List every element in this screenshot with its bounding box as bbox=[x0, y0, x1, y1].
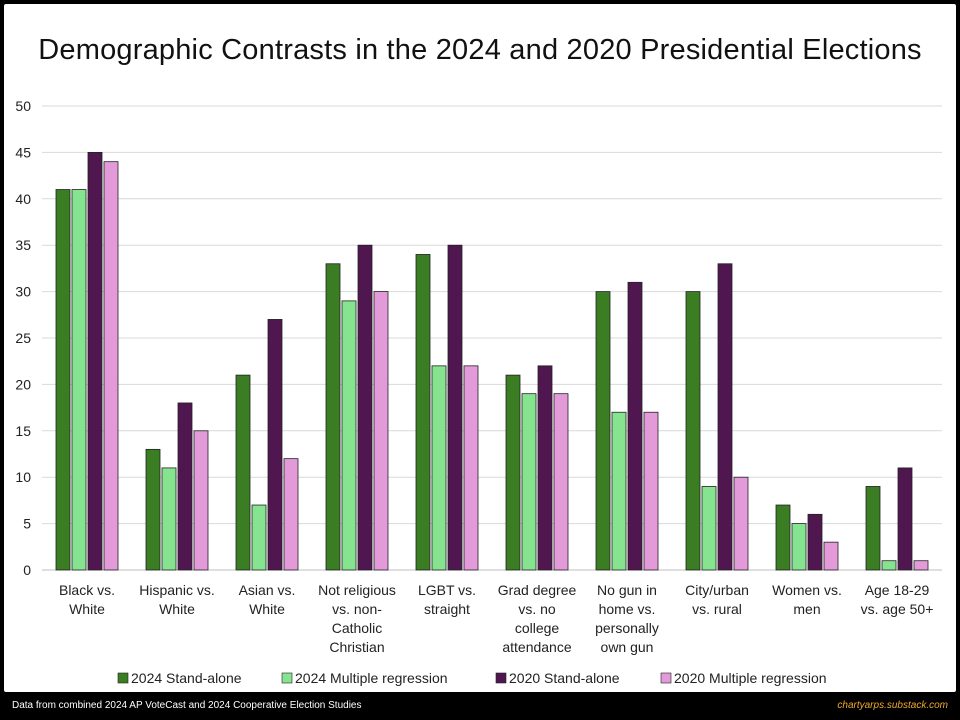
bar bbox=[103, 161, 119, 571]
x-tick-label: Women vs. bbox=[772, 582, 842, 598]
x-tick-label: Catholic bbox=[332, 620, 383, 636]
x-tick-label: attendance bbox=[502, 639, 571, 655]
bar bbox=[87, 151, 103, 571]
bar bbox=[881, 560, 897, 571]
x-tick-label: Asian vs. bbox=[239, 582, 296, 598]
bar bbox=[865, 486, 881, 571]
x-tick-label: City/urban bbox=[685, 582, 749, 598]
bar bbox=[823, 541, 839, 571]
bar-chart: 0 5 10 15 20 25 30 35 40 45 50 Black vs. White Hispan… bbox=[15, 98, 942, 686]
x-tick-label: vs. age 50+ bbox=[861, 601, 934, 617]
chart-title: Demographic Contrasts in the 2024 and 20… bbox=[38, 34, 922, 66]
bar bbox=[251, 504, 267, 571]
legend-label: 2024 Stand-alone bbox=[131, 670, 242, 686]
y-tick-label: 10 bbox=[15, 469, 31, 485]
x-tick-label: men bbox=[793, 601, 820, 617]
bar bbox=[717, 263, 733, 571]
bar bbox=[897, 467, 913, 571]
legend-swatch bbox=[117, 672, 129, 684]
x-tick-label: Grad degree bbox=[498, 582, 577, 598]
y-tick-label: 40 bbox=[15, 191, 31, 207]
bar bbox=[447, 244, 463, 571]
bar bbox=[913, 560, 929, 571]
bar bbox=[193, 430, 209, 571]
bar bbox=[807, 513, 823, 571]
bar bbox=[55, 189, 71, 571]
y-tick-label: 25 bbox=[15, 330, 31, 346]
bar bbox=[463, 365, 479, 571]
x-tick-label: Age 18-29 bbox=[865, 582, 930, 598]
y-tick-label: 20 bbox=[15, 376, 31, 392]
x-tick-label: vs. rural bbox=[692, 601, 742, 617]
chart-frame bbox=[4, 4, 956, 692]
y-tick-label: 5 bbox=[23, 516, 31, 532]
bar bbox=[595, 291, 611, 571]
bar bbox=[373, 291, 389, 571]
bar bbox=[415, 254, 431, 571]
y-tick-label: 0 bbox=[23, 562, 31, 578]
bar bbox=[177, 402, 193, 571]
bar bbox=[537, 365, 553, 571]
bar bbox=[627, 281, 643, 571]
source-note: Data from combined 2024 AP VoteCast and … bbox=[12, 700, 362, 711]
y-tick-label: 15 bbox=[15, 423, 31, 439]
x-tick-label: Black vs. bbox=[59, 582, 115, 598]
bar bbox=[733, 476, 749, 571]
bar bbox=[71, 189, 87, 571]
bar bbox=[341, 300, 357, 571]
x-tick-label: vs. no bbox=[518, 601, 556, 617]
legend-label: 2020 Multiple regression bbox=[674, 670, 827, 686]
legend-label: 2020 Stand-alone bbox=[509, 670, 620, 686]
bar bbox=[685, 291, 701, 571]
credit-link[interactable]: chartyarps.substack.com bbox=[837, 700, 948, 711]
x-tick-label: White bbox=[249, 601, 285, 617]
bar bbox=[643, 411, 659, 571]
legend-swatch bbox=[660, 672, 672, 684]
y-tick-label: 35 bbox=[15, 237, 31, 253]
x-tick-label: home vs. bbox=[599, 601, 656, 617]
bar bbox=[145, 448, 161, 571]
legend-swatch bbox=[281, 672, 293, 684]
x-tick-label: White bbox=[159, 601, 195, 617]
bar bbox=[431, 365, 447, 571]
x-tick-label: Christian bbox=[329, 639, 384, 655]
bar bbox=[267, 319, 283, 571]
x-tick-label: White bbox=[69, 601, 105, 617]
bar bbox=[521, 393, 537, 571]
x-tick-label: own gun bbox=[601, 639, 654, 655]
bar bbox=[325, 263, 341, 571]
bar bbox=[791, 523, 807, 571]
x-tick-label: straight bbox=[424, 601, 470, 617]
y-tick-label: 50 bbox=[15, 98, 31, 114]
bar bbox=[553, 393, 569, 571]
bar bbox=[283, 458, 299, 571]
x-tick-label: Hispanic vs. bbox=[139, 582, 214, 598]
y-tick-label: 30 bbox=[15, 284, 31, 300]
legend-label: 2024 Multiple regression bbox=[295, 670, 448, 686]
bar bbox=[775, 504, 791, 571]
bar bbox=[235, 374, 251, 571]
bar bbox=[701, 486, 717, 571]
bar bbox=[161, 467, 177, 571]
y-tick-label: 45 bbox=[15, 144, 31, 160]
x-tick-label: personally bbox=[595, 620, 659, 636]
x-tick-label: vs. non- bbox=[332, 601, 382, 617]
x-tick-label: No gun in bbox=[597, 582, 657, 598]
bar bbox=[611, 411, 627, 571]
bar bbox=[357, 244, 373, 571]
x-tick-label: Not religious bbox=[318, 582, 396, 598]
x-tick-label: college bbox=[515, 620, 560, 636]
x-tick-label: LGBT vs. bbox=[418, 582, 476, 598]
bar bbox=[505, 374, 521, 571]
legend-swatch bbox=[495, 672, 507, 684]
